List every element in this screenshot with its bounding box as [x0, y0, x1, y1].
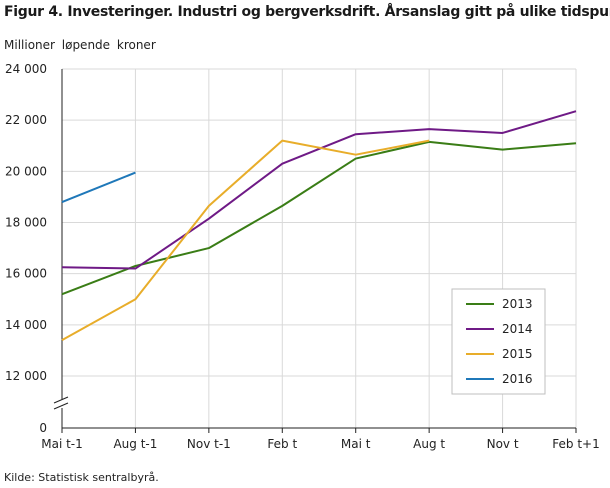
- chart-title: Figur 4. Investeringer. Industri og berg…: [4, 4, 610, 20]
- tick-labels: 0 12 000 14 000 16 000 18 000 20 000 22 000 24 …: [5, 62, 600, 451]
- x-tick-label: Nov t-1: [187, 437, 231, 451]
- legend-label: 2016: [502, 372, 533, 386]
- x-tick-label: Feb t: [267, 437, 297, 451]
- x-tick-label: Feb t+1: [552, 437, 599, 451]
- axis-break-mark: [53, 402, 69, 410]
- y-tick-label: 0: [39, 421, 47, 435]
- y-tick-label: 12 000: [5, 369, 47, 383]
- x-tick-label: Mai t-1: [41, 437, 83, 451]
- legend-label: 2015: [502, 347, 533, 361]
- series-line-2013: [61, 140, 577, 296]
- legend: 2013 2014 2015 2016: [451, 288, 546, 395]
- y-tick-label: 20 000: [5, 164, 47, 178]
- y-tick-label: 16 000: [5, 267, 47, 281]
- axis-break-mark: [53, 396, 69, 404]
- y-axis-label: Millioner løpende kroner: [4, 38, 156, 52]
- y-tick-label: 18 000: [5, 216, 47, 230]
- legend-label: 2013: [502, 297, 533, 311]
- source-note: Kilde: Statistisk sentralbyrå.: [4, 471, 159, 484]
- y-tick-label: 14 000: [5, 318, 47, 332]
- legend-box: [451, 288, 546, 395]
- axes: [53, 69, 577, 433]
- series-line-2014: [61, 110, 577, 270]
- x-tick-label: Aug t: [413, 437, 445, 451]
- legend-label: 2014: [502, 322, 533, 336]
- y-tick-label: 24 000: [5, 62, 47, 76]
- series-line-2016: [61, 171, 136, 203]
- series-line-2015: [61, 139, 430, 342]
- series-lines: [61, 110, 577, 342]
- y-tick-label: 22 000: [5, 113, 47, 127]
- x-tick-label: Mai t: [341, 437, 371, 451]
- axis-break-gap: [54, 400, 70, 408]
- x-tick-label: Aug t-1: [113, 437, 157, 451]
- x-tick-label: Nov t: [487, 437, 519, 451]
